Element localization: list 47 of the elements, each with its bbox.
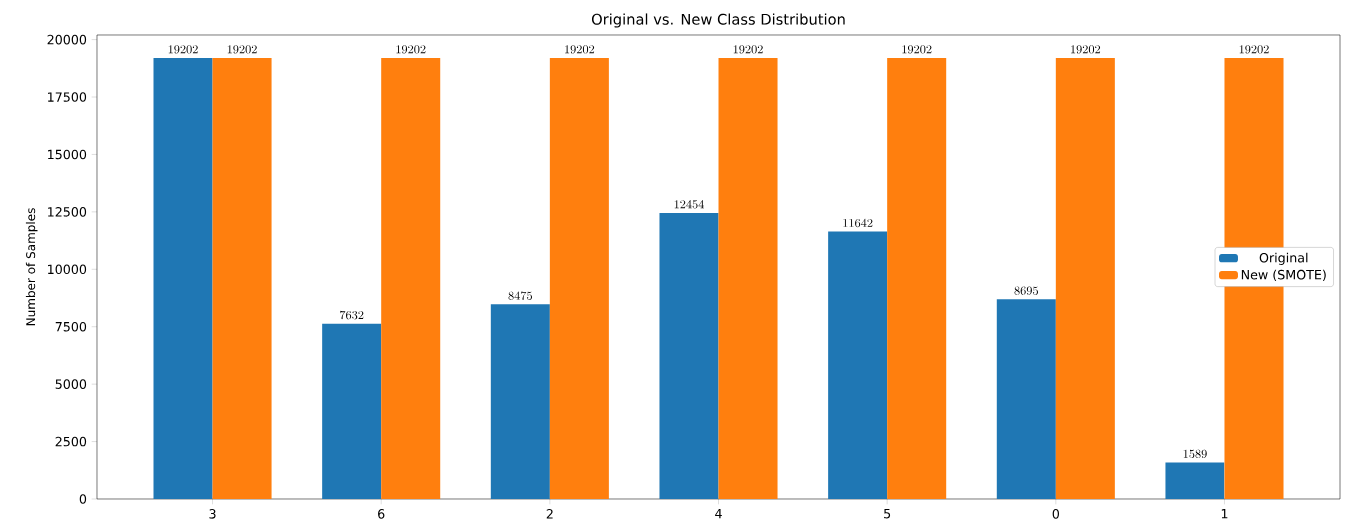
y-tick-label: 5000 (55, 379, 87, 389)
data-label: 19202 (1071, 45, 1101, 54)
x-tick-label: 0 (1052, 509, 1060, 519)
data-label: 19202 (565, 45, 595, 54)
y-tick-label: 20000 (47, 34, 87, 45)
data-label: 8695 (1014, 286, 1038, 295)
data-label: 7632 (340, 310, 364, 320)
y-axis-title: Number of Samples (25, 208, 38, 326)
y-tick-label: 17500 (48, 92, 87, 102)
bar (490, 304, 550, 499)
y-tick-label: 7500 (55, 321, 87, 332)
y-tick-label: 0 (79, 494, 87, 504)
data-label: 1589 (1183, 449, 1207, 459)
data-label: 19202 (168, 45, 198, 54)
data-label: 19202 (396, 45, 426, 54)
x-tick-label: 3 (209, 509, 216, 519)
bar (153, 57, 213, 499)
bar (718, 57, 778, 499)
x-tick-label: 6 (378, 509, 385, 519)
y-tick-label: 15000 (48, 149, 87, 160)
bar (828, 231, 888, 499)
data-label: 8475 (508, 291, 533, 300)
y-tick-label: 10000 (48, 264, 87, 275)
bar (381, 57, 441, 499)
bar (887, 57, 947, 499)
legend-label: Original (1259, 252, 1308, 265)
bar (659, 212, 719, 499)
x-tick-label: 1 (1221, 509, 1228, 519)
data-label: 19202 (227, 45, 257, 54)
y-tick-label: 12500 (48, 207, 87, 217)
bar (322, 323, 382, 499)
data-label: 19202 (733, 45, 763, 54)
x-tick-label: 2 (546, 509, 553, 519)
chart-title: Original vs. New Class Distribution (591, 13, 845, 28)
x-tick-label: 5 (884, 509, 891, 519)
x-tick-label: 4 (715, 509, 722, 519)
bar (1165, 462, 1225, 499)
legend-label: New (SMOTE) (1241, 269, 1326, 281)
data-label: 11642 (843, 218, 873, 228)
bar (1055, 57, 1115, 499)
data-label: 19202 (1239, 45, 1269, 54)
bar (212, 57, 272, 499)
bar (996, 299, 1056, 499)
bar (549, 57, 609, 499)
data-label: 19202 (902, 45, 932, 54)
data-label: 12454 (674, 200, 705, 209)
y-tick-label: 2500 (55, 436, 87, 447)
